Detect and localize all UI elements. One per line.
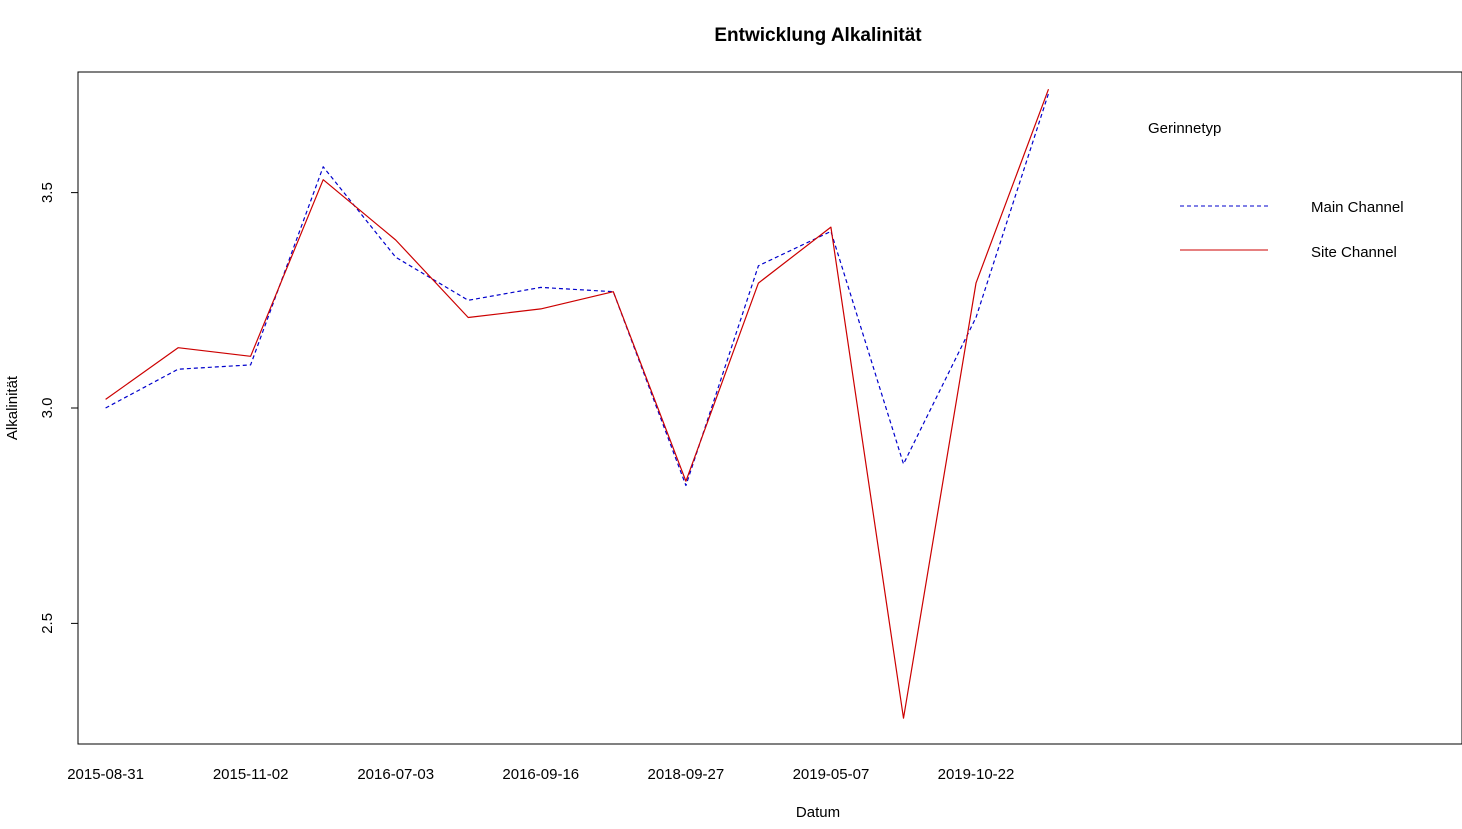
series-line-main-channel bbox=[105, 93, 1050, 487]
series-line-site-channel bbox=[105, 88, 1050, 719]
x-tick-label: 2015-11-02 bbox=[213, 766, 289, 783]
legend: Gerinnetyp Main Channel Site Channel bbox=[1148, 120, 1404, 261]
x-tick-label: 2019-10-22 bbox=[938, 766, 1015, 783]
y-axis: 2.5 3.0 3.5 bbox=[39, 182, 78, 634]
x-tick-label: 2016-09-16 bbox=[502, 766, 579, 783]
chart-title: Entwicklung Alkalinität bbox=[714, 25, 922, 46]
y-tick-label: 2.5 bbox=[39, 613, 56, 634]
x-tick-label: 2018-09-27 bbox=[647, 766, 724, 783]
x-tick-label: 2015-08-31 bbox=[67, 766, 144, 783]
x-tick-label: 2019-05-07 bbox=[793, 766, 870, 783]
y-axis-label: Alkalinität bbox=[4, 375, 21, 440]
legend-label-site-channel: Site Channel bbox=[1311, 244, 1397, 261]
y-tick-label: 3.0 bbox=[39, 398, 56, 419]
x-axis: 2015-08-31 2015-11-02 2016-07-03 2016-09-16… bbox=[67, 766, 1014, 783]
y-tick-label: 3.5 bbox=[39, 182, 56, 203]
x-axis-label: Datum bbox=[796, 804, 840, 821]
legend-label-main-channel: Main Channel bbox=[1311, 199, 1404, 216]
series-layer bbox=[105, 88, 1050, 719]
legend-title: Gerinnetyp bbox=[1148, 120, 1221, 137]
plot-frame bbox=[77, 71, 1462, 745]
x-tick-label: 2016-07-03 bbox=[357, 766, 434, 783]
